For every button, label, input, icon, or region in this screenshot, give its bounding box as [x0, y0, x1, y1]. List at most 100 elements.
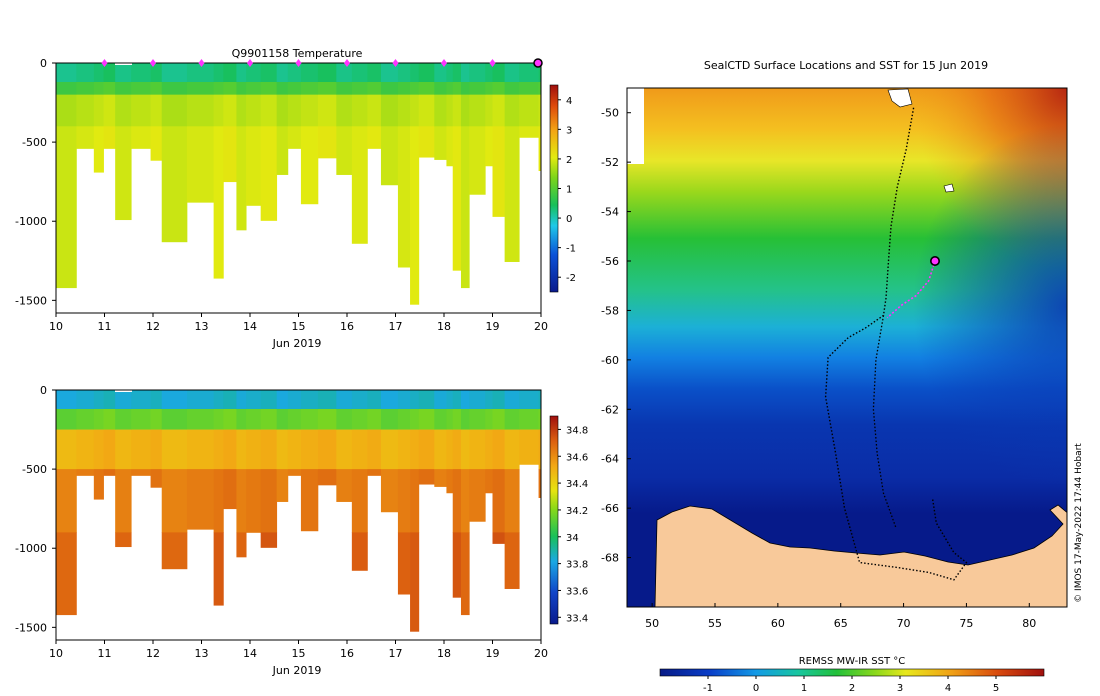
kerguelen-island: [887, 88, 913, 108]
profile-cell: [410, 429, 420, 470]
profile-cell: [519, 390, 539, 410]
profile-cell: [161, 390, 188, 410]
profile-cell: [186, 390, 215, 410]
profile-cell: [469, 126, 486, 195]
temperature-y-axis: 0 -500 -1000 -1500: [15, 57, 56, 307]
profile-cell: [452, 408, 462, 430]
x-tick-label: 10: [49, 320, 63, 333]
surface-gap: [115, 390, 132, 392]
profile-cell: [446, 94, 454, 127]
map-y-tick-label: -60: [601, 354, 619, 367]
profile-cell: [519, 429, 539, 465]
y-tick-label: -1000: [15, 215, 47, 228]
profile-cell: [469, 81, 486, 96]
salinity-x-axis: 10 11 12 13 14 15 16 17 18 19 20: [49, 640, 548, 660]
surface-marker: [247, 59, 253, 67]
profile-cell: [351, 94, 368, 127]
profile-cell: [213, 94, 224, 127]
x-tick-label: 13: [195, 647, 209, 660]
profile-cell: [93, 429, 104, 470]
profile-cell: [115, 390, 132, 410]
x-tick-label: 18: [437, 647, 451, 660]
profile-cell: [161, 469, 188, 533]
profile-cell: [300, 408, 319, 430]
profile-cell: [260, 532, 278, 548]
profile-cell: [236, 126, 247, 231]
temperature-data-cells: [56, 63, 541, 305]
seal-track: [824, 107, 968, 581]
x-tick-label: 19: [486, 320, 500, 333]
salinity-data-cells: [56, 390, 541, 632]
map-x-tick-label: 80: [1022, 617, 1036, 630]
profile-cell: [504, 532, 520, 589]
profile-cell: [519, 63, 539, 83]
colorbar-tick-label: 2: [566, 155, 572, 166]
profile-cell: [76, 81, 95, 96]
map-x-axis: 50 55 60 65 70 75 80: [645, 603, 1036, 630]
profile-cell: [380, 94, 399, 127]
profile-cell: [460, 429, 470, 470]
profile-cell: [115, 408, 132, 430]
profile-cell: [410, 126, 420, 305]
credit-text: © IMOS 17-May-2022 17:44 Hobart: [1074, 443, 1084, 603]
profile-cell: [410, 408, 420, 430]
profile-cell: [93, 81, 104, 96]
profile-cell: [469, 63, 486, 83]
temperature-x-axis: 10 11 12 13 14 15 16 17 18 19 20: [49, 313, 548, 333]
profile-cell: [418, 469, 435, 485]
profile-cell: [186, 469, 215, 530]
map-colorbar-tick-label: 5: [993, 683, 999, 694]
profile-cell: [103, 469, 116, 476]
profile-cell: [76, 126, 95, 149]
profile-cell: [317, 408, 337, 430]
x-tick-label: 13: [195, 320, 209, 333]
profile-cell: [213, 408, 224, 430]
profile-cell: [287, 81, 302, 96]
seal-recent-track: [886, 260, 936, 319]
salinity-xlabel: Jun 2019: [272, 664, 322, 677]
profile-cell: [538, 469, 541, 498]
profile-cell: [351, 126, 368, 244]
profile-cell: [276, 81, 289, 96]
temperature-surface-markers: [101, 58, 543, 68]
profile-cell: [485, 429, 493, 470]
profile-cell: [260, 469, 278, 533]
profile-cell: [452, 126, 462, 271]
profile-cell: [397, 532, 411, 595]
profile-cell: [287, 126, 302, 149]
profile-cell: [276, 408, 289, 430]
profile-cell: [260, 94, 278, 127]
profile-cell: [186, 63, 215, 83]
profile-cell: [485, 94, 493, 127]
profile-cell: [485, 126, 493, 167]
salinity-y-axis: 0 -500 -1000 -1500: [15, 384, 56, 634]
profile-cell: [492, 469, 506, 533]
profile-cell: [56, 408, 77, 430]
x-tick-label: 11: [98, 320, 112, 333]
profile-cell: [115, 429, 132, 470]
profile-cell: [93, 63, 104, 83]
profile-cell: [213, 63, 224, 83]
profile-cell: [317, 94, 337, 127]
profile-cell: [246, 390, 262, 410]
profile-cell: [367, 81, 382, 96]
profile-cell: [469, 469, 486, 522]
profile-cell: [246, 469, 262, 533]
profile-cell: [103, 126, 116, 149]
salinity-colorbar: [549, 415, 559, 625]
profile-cell: [519, 81, 539, 96]
profile-cell: [492, 63, 506, 83]
map-y-tick-label: -64: [601, 453, 619, 466]
colorbar-tick-label: 33.8: [566, 560, 588, 571]
profile-cell: [434, 126, 447, 160]
profile-cell: [260, 81, 278, 96]
profile-cell: [76, 390, 95, 410]
profile-cell: [380, 429, 399, 470]
profile-cell: [131, 390, 151, 410]
profile-cell: [317, 390, 337, 410]
seal-current-location: [929, 255, 940, 266]
x-tick-label: 17: [389, 320, 403, 333]
colorbar-tick-label: 34.4: [566, 479, 588, 490]
x-tick-label: 20: [534, 320, 548, 333]
profile-cell: [504, 429, 520, 470]
